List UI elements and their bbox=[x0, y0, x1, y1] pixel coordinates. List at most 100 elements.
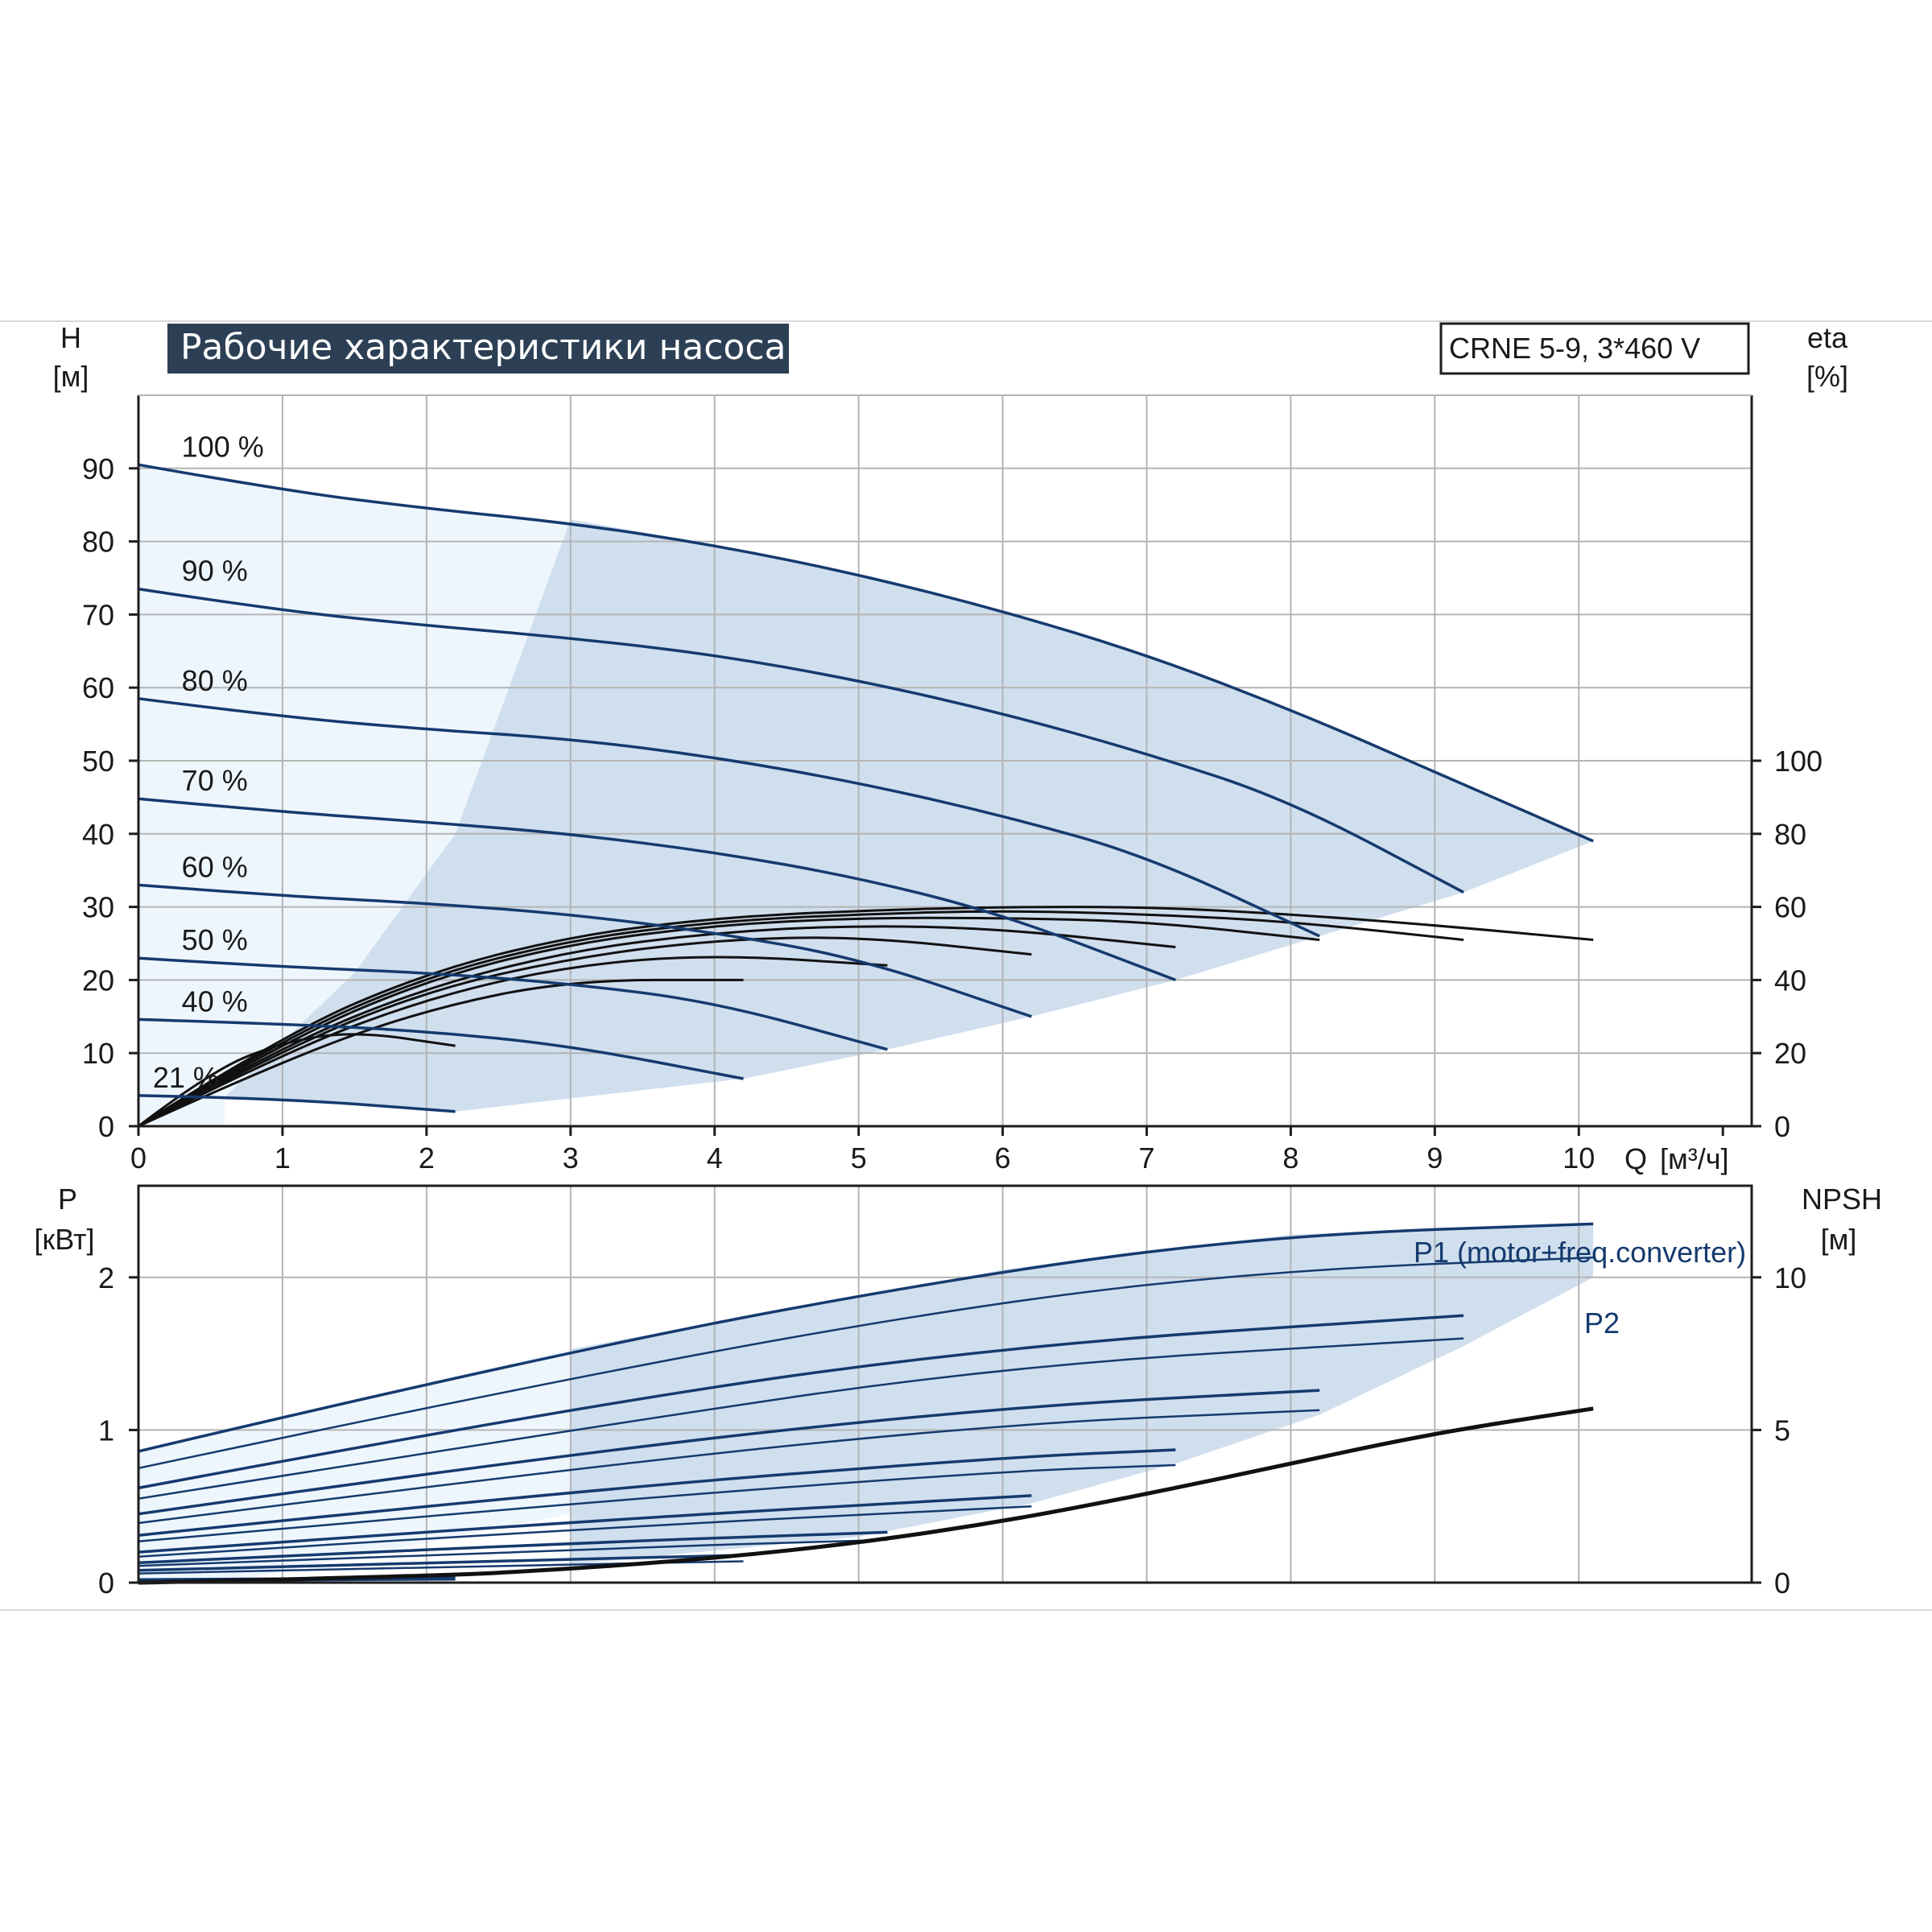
eta-tick-label: 40 bbox=[1774, 964, 1806, 997]
power-curves bbox=[138, 1222, 1594, 1585]
head-curve bbox=[138, 956, 888, 1051]
power-panel: 0 1 2 0 5 10 bbox=[98, 1184, 1806, 1600]
eta-tick-label: 60 bbox=[1774, 891, 1806, 924]
p-tick-label: 0 bbox=[98, 1567, 114, 1600]
speed-label: 21 % bbox=[153, 1061, 219, 1094]
head-curve bbox=[138, 1018, 744, 1080]
model-label: CRNE 5-9, 3*460 V bbox=[1449, 332, 1700, 365]
eta-tick-label: 20 bbox=[1774, 1037, 1806, 1070]
y-tick-label: 30 bbox=[82, 891, 114, 924]
p2-curve bbox=[138, 1505, 1032, 1558]
y-right-label-eta: eta bbox=[1807, 321, 1848, 354]
x-tick-label: 4 bbox=[707, 1141, 723, 1174]
p1-curve bbox=[138, 1448, 1176, 1537]
p2-curve bbox=[138, 1409, 1320, 1525]
x-tick-label: 3 bbox=[563, 1141, 579, 1174]
head-curve bbox=[138, 1094, 456, 1113]
speed-label: 70 % bbox=[182, 764, 248, 797]
speed-label: 50 % bbox=[182, 923, 248, 956]
y-tick-label: 70 bbox=[82, 598, 114, 631]
p1-curve bbox=[138, 1389, 1320, 1516]
y-left-label-power: P bbox=[58, 1183, 77, 1216]
efficiency-curve bbox=[138, 925, 1176, 1128]
head-curves bbox=[138, 463, 1594, 1113]
y-right-label-npsh: NPSH bbox=[1802, 1183, 1882, 1216]
speed-label: 80 % bbox=[182, 664, 248, 697]
p-tick-label: 1 bbox=[98, 1414, 114, 1447]
x-tick-label: 2 bbox=[419, 1141, 435, 1174]
p2-curve bbox=[138, 1463, 1176, 1543]
eta-tick-label: 0 bbox=[1774, 1110, 1790, 1143]
x-axis-unit: [м³/ч] bbox=[1660, 1142, 1729, 1175]
efficiency-curves bbox=[138, 906, 1594, 1128]
efficiency-curve bbox=[138, 906, 1594, 1128]
eta-tick-label: 100 bbox=[1774, 745, 1823, 778]
npsh-curve bbox=[138, 1406, 1594, 1585]
speed-labels: 100 % 90 % 80 % 70 % 60 % 50 % 40 % 21 % bbox=[153, 430, 264, 1094]
p1-curve bbox=[138, 1314, 1464, 1490]
x-tick-label: 5 bbox=[851, 1141, 867, 1174]
npsh-tick-label: 10 bbox=[1774, 1261, 1806, 1294]
head-curve bbox=[138, 697, 1320, 938]
x-tick-label: 9 bbox=[1426, 1141, 1443, 1174]
speed-label: 90 % bbox=[182, 555, 248, 588]
operating-area bbox=[138, 464, 1594, 1126]
p2-curve bbox=[138, 1538, 888, 1567]
y-tick-label: 80 bbox=[82, 526, 114, 559]
y-right-unit-npsh: [м] bbox=[1821, 1223, 1857, 1256]
power-area-fill bbox=[570, 1224, 1594, 1565]
power-tick-labels: 0 1 2 0 5 10 bbox=[98, 1261, 1806, 1600]
head-curve bbox=[138, 463, 1594, 843]
speed-label: 40 % bbox=[182, 985, 248, 1018]
y-tick-label: 90 bbox=[82, 452, 114, 485]
p1-curve bbox=[138, 1494, 1032, 1554]
y-left-unit-head: [м] bbox=[53, 360, 89, 393]
y-left-label-head: H bbox=[60, 321, 81, 354]
y-tick-label: 50 bbox=[82, 745, 114, 778]
chart-title: Рабочие характеристики насоса bbox=[180, 327, 786, 368]
x-tick-label: 1 bbox=[275, 1141, 291, 1174]
efficiency-curve bbox=[138, 916, 1320, 1128]
head-grid bbox=[138, 395, 1752, 1126]
eta-tick-label: 80 bbox=[1774, 818, 1806, 851]
model-box bbox=[1439, 322, 1750, 375]
x-tick-label: 7 bbox=[1138, 1141, 1154, 1174]
head-tick-labels: 0 10 20 30 40 50 60 70 80 90 0 20 40 60 80 100 0 1 2 3 4 5 6 7 8… bbox=[82, 452, 1823, 1174]
x-tick-label: 6 bbox=[995, 1141, 1011, 1174]
p1-curve bbox=[138, 1530, 888, 1565]
head-panel: 0 10 20 30 40 50 60 70 80 90 0 20 40 60 80 100 0 1 2 3 4 5 6 7 8… bbox=[82, 394, 1823, 1174]
x-axis-label: Q bbox=[1624, 1142, 1647, 1175]
p1-label: P1 (motor+freq.converter) bbox=[1414, 1236, 1746, 1269]
power-frame bbox=[137, 1184, 1753, 1584]
head-curve bbox=[138, 587, 1464, 894]
y-tick-label: 60 bbox=[82, 671, 114, 704]
npsh-tick-label: 0 bbox=[1774, 1567, 1790, 1600]
x-tick-label: 8 bbox=[1282, 1141, 1298, 1174]
operating-area-fill bbox=[225, 519, 1594, 1112]
y-tick-label: 20 bbox=[82, 964, 114, 997]
x-tick-label: 0 bbox=[130, 1141, 147, 1174]
power-border bbox=[137, 1184, 1753, 1584]
p2-curve bbox=[138, 1560, 744, 1575]
p-tick-label: 2 bbox=[98, 1261, 114, 1294]
efficiency-curve bbox=[138, 978, 744, 1128]
efficiency-curve bbox=[138, 1033, 456, 1128]
y-tick-label: 40 bbox=[82, 818, 114, 851]
p2-curve bbox=[138, 1337, 1464, 1500]
title-box bbox=[167, 324, 789, 374]
light-area bbox=[138, 464, 571, 1126]
p1-curve bbox=[138, 1554, 744, 1572]
head-curve bbox=[138, 797, 1176, 982]
efficiency-curve bbox=[138, 910, 1464, 1128]
npsh-tick-label: 5 bbox=[1774, 1414, 1790, 1447]
p2-label: P2 bbox=[1584, 1307, 1620, 1340]
efficiency-curve bbox=[138, 956, 888, 1128]
y-tick-label: 0 bbox=[98, 1110, 114, 1143]
speed-label: 60 % bbox=[182, 850, 248, 883]
y-tick-label: 10 bbox=[82, 1037, 114, 1070]
speed-label: 100 % bbox=[182, 430, 264, 463]
y-left-unit-power: [кВт] bbox=[34, 1223, 94, 1256]
x-tick-label: 10 bbox=[1563, 1141, 1595, 1174]
y-right-unit-eta: [%] bbox=[1806, 360, 1848, 393]
